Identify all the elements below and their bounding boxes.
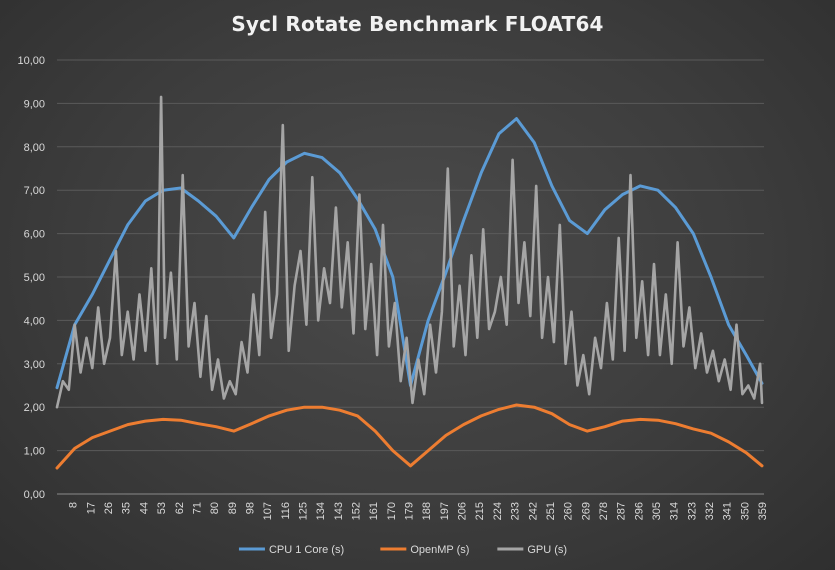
x-tick-label: 206 <box>457 502 469 520</box>
y-tick-label: 3,00 <box>24 359 45 371</box>
x-tick-label: 62 <box>174 502 186 514</box>
y-tick-label: 8,00 <box>24 142 45 154</box>
x-tick-label: 359 <box>757 502 769 520</box>
y-tick-label: 9,00 <box>24 98 45 110</box>
y-tick-label: 5,00 <box>24 272 45 284</box>
x-tick-label: 71 <box>191 502 203 514</box>
x-tick-label: 8 <box>68 502 80 508</box>
chart-title: Sycl Rotate Benchmark FLOAT64 <box>231 12 604 36</box>
x-tick-label: 242 <box>527 502 539 520</box>
x-tick-label: 224 <box>492 502 504 520</box>
x-tick-label: 116 <box>280 502 292 520</box>
y-tick-label: 10,00 <box>17 55 45 67</box>
x-tick-label: 197 <box>439 502 451 520</box>
x-tick-label: 179 <box>404 502 416 520</box>
x-tick-label: 251 <box>545 502 557 520</box>
x-tick-label: 125 <box>297 502 309 520</box>
x-tick-label: 188 <box>421 502 433 520</box>
x-tick-label: 269 <box>580 502 592 520</box>
series-line-openmp-s <box>55 403 764 470</box>
legend-label-cpu-1-core-s: CPU 1 Core (s) <box>269 544 344 556</box>
x-tick-label: 260 <box>563 502 575 520</box>
x-tick-label: 170 <box>386 502 398 520</box>
x-tick-label: 332 <box>704 502 716 520</box>
x-tick-label: 107 <box>262 502 274 520</box>
y-tick-label: 0,00 <box>24 489 45 501</box>
x-tick-label: 350 <box>739 502 751 520</box>
x-tick-label: 152 <box>351 502 363 520</box>
x-tick-label: 215 <box>474 502 486 520</box>
x-tick-label: 143 <box>333 502 345 520</box>
legend-label-openmp-s: OpenMP (s) <box>410 544 469 556</box>
x-tick-label: 233 <box>510 502 522 520</box>
legend: CPU 1 Core (s) OpenMP (s) GPU (s) <box>238 544 567 556</box>
x-tick-label: 161 <box>368 502 380 520</box>
x-tick-label: 35 <box>121 502 133 514</box>
y-tick-label: 7,00 <box>24 185 45 197</box>
x-tick-label: 287 <box>616 502 628 520</box>
x-tick-label: 296 <box>633 502 645 520</box>
y-tick-label: 6,00 <box>24 229 45 241</box>
x-tick-label: 341 <box>722 502 734 520</box>
x-tick-label: 98 <box>244 502 256 514</box>
x-tick-label: 44 <box>138 502 150 514</box>
x-tick-label: 17 <box>85 502 97 514</box>
x-tick-label: 305 <box>651 502 663 520</box>
series-layer <box>55 95 764 470</box>
x-tick-label: 278 <box>598 502 610 520</box>
x-tick-label: 314 <box>669 502 681 520</box>
x-tick-label: 53 <box>156 502 168 514</box>
x-tick-label: 80 <box>209 502 221 514</box>
y-tick-label: 1,00 <box>24 446 45 458</box>
series-line-gpu-s <box>55 95 764 409</box>
legend-label-gpu-s: GPU (s) <box>527 544 567 556</box>
y-axis-ticks: 0,00 1,00 2,00 3,00 4,00 5,00 6,00 7,00 8,00 9,00… <box>17 55 45 501</box>
x-tick-label: 323 <box>686 502 698 520</box>
y-tick-label: 2,00 <box>24 402 45 414</box>
x-tick-label: 134 <box>315 502 327 520</box>
x-axis-ticks: 8 17 26 35 44 53 62 71 80 89 98 107 116 125 134 143 152 1… <box>68 502 769 520</box>
x-tick-label: 89 <box>227 502 239 514</box>
x-tick-label: 26 <box>103 502 115 514</box>
y-tick-label: 4,00 <box>24 315 45 327</box>
